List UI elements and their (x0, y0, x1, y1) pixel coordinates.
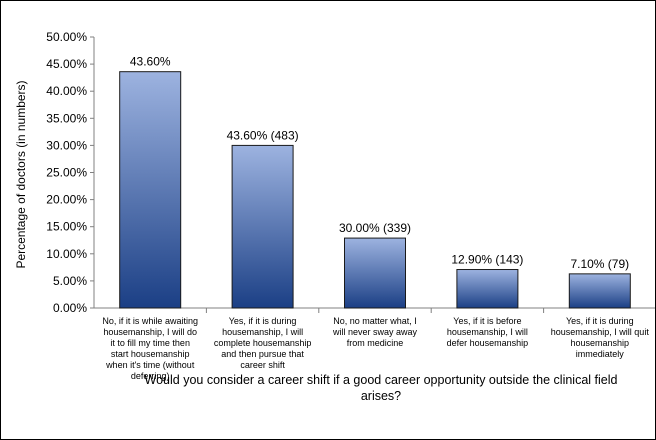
y-tick-label: 45.00% (46, 57, 87, 71)
x-tick-label: housemanship, I will (222, 327, 303, 337)
x-tick-label: will never sway away (332, 327, 418, 337)
x-tick-label: defer housemanship (447, 338, 529, 348)
x-tick-label: housemanship, I will quit (551, 327, 650, 337)
x-tick-label: immediately (576, 349, 625, 359)
y-axis-title: Percentage of doctors (in numbers) (14, 80, 28, 268)
y-tick-label: 0.00% (53, 301, 87, 315)
data-label: 43.60% (483) (227, 128, 299, 142)
bar (119, 71, 182, 309)
data-label: 43.60% (130, 55, 171, 69)
y-tick-label: 35.00% (46, 111, 87, 125)
x-tick-label: No, no matter what, I (333, 316, 417, 326)
x-axis-title: arises? (361, 389, 401, 403)
x-tick-label: when it's time (without (105, 360, 195, 370)
x-tick-label: and then pursue that (221, 349, 304, 359)
x-tick-label: from medicine (347, 338, 404, 348)
data-label: 7.10% (79) (570, 257, 629, 271)
y-tick-label: 25.00% (46, 166, 87, 180)
y-tick-label: 15.00% (46, 220, 87, 234)
bars (119, 71, 631, 309)
y-tick-label: 20.00% (46, 193, 87, 207)
y-tick-label: 50.00% (46, 30, 87, 44)
labels: 43.60%No, if it is while awaitinghousema… (102, 55, 649, 403)
x-tick-label: housemanship (571, 338, 630, 348)
x-tick-label: housemanship, I will do (103, 327, 197, 337)
x-tick-label: start housemanship (111, 349, 190, 359)
bar (568, 273, 631, 309)
x-tick-label: it to fill my time then (110, 338, 190, 348)
y-tick-label: 5.00% (53, 274, 87, 288)
bar (344, 237, 406, 309)
y-tick-label: 10.00% (46, 247, 87, 261)
data-label: 30.00% (339) (339, 221, 411, 235)
x-tick-label: Yes, if it is during (229, 316, 297, 326)
bar (231, 144, 294, 309)
axes: 0.00% 5.00% 10.00% 15.00% 20.00% 25.00% 30.00%… (14, 30, 655, 315)
y-tick-label: 30.00% (46, 138, 87, 152)
x-tick-label: No, if it is while awaiting (102, 316, 198, 326)
y-tick-label: 40.00% (46, 84, 87, 98)
x-tick-label: housemanship, I will (447, 327, 528, 337)
bar (456, 269, 519, 309)
data-label: 12.90% (143) (451, 253, 523, 267)
x-tick-label: complete housemanship (214, 338, 312, 348)
x-tick-label: Yes, if it is during (566, 316, 634, 326)
x-tick-label: career shift (240, 360, 285, 370)
x-tick-label: Yes, if it is before (453, 316, 521, 326)
x-axis-title: Would you consider a career shift if a g… (145, 373, 618, 387)
x-tick-label: deferring) (131, 371, 170, 381)
